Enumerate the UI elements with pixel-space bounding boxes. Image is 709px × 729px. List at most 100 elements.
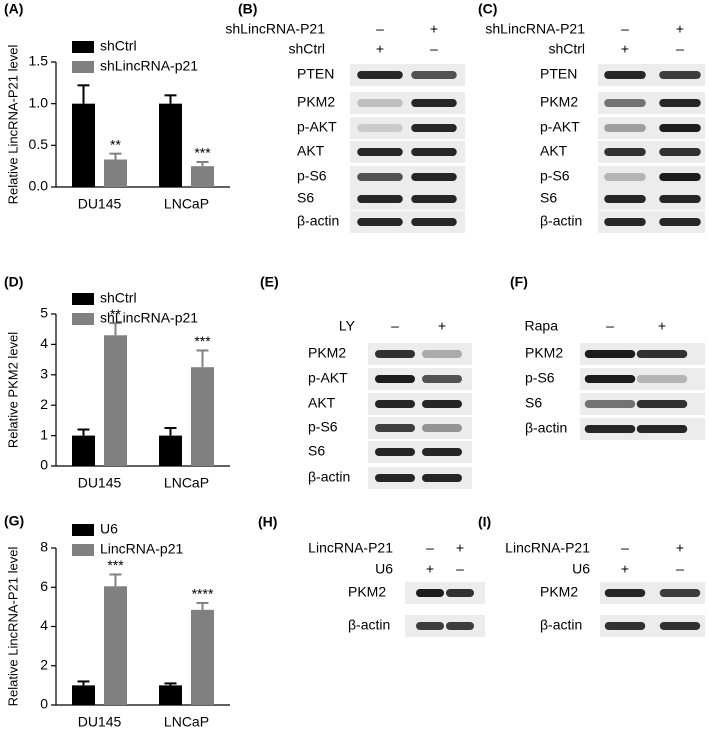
blot-band <box>584 350 636 358</box>
panel-label: (C) <box>478 1 497 17</box>
blot-band <box>659 218 701 226</box>
protein-label: AKT <box>308 395 336 411</box>
protein-label: β-actin <box>540 617 582 633</box>
bar <box>159 103 182 187</box>
blot-band <box>636 425 688 433</box>
blot-band <box>659 195 701 203</box>
blot-band <box>446 622 474 630</box>
blot-band <box>375 424 415 432</box>
blot-band <box>422 400 462 408</box>
blot-band <box>411 99 457 107</box>
panel-label: (A) <box>4 1 23 17</box>
blot-band <box>584 400 636 408</box>
protein-label: PKM2 <box>348 584 386 600</box>
panel-label: (E) <box>260 274 279 290</box>
condition-sign: + <box>621 41 629 57</box>
protein-label: p-AKT <box>297 119 337 135</box>
y-tick-label: 0 <box>40 457 48 473</box>
legend-label: U6 <box>100 521 118 537</box>
blot-strip <box>350 92 465 114</box>
blot-strip <box>405 582 485 604</box>
y-tick-label: 6 <box>40 578 48 594</box>
y-axis-label: Relative PKM2 level <box>5 332 20 448</box>
protein-label: S6 <box>297 190 314 206</box>
bar <box>191 367 214 466</box>
blot-band <box>604 71 646 79</box>
protein-label: S6 <box>308 443 325 459</box>
blot-band <box>422 424 462 432</box>
blot-band <box>584 375 636 383</box>
blot-strip <box>368 393 472 415</box>
blot-strip <box>598 188 705 210</box>
y-tick-label: 0 <box>40 696 48 712</box>
y-tick-label: 1.0 <box>29 94 49 110</box>
blot-band <box>375 474 415 482</box>
blot-band <box>446 589 474 597</box>
blot-band <box>659 71 701 79</box>
y-tick-label: 1.5 <box>29 53 49 69</box>
blot-strip <box>368 368 472 390</box>
blot-strip <box>598 92 705 114</box>
legend-label: LincRNA-p21 <box>100 541 183 557</box>
blot-band <box>357 148 403 156</box>
y-tick-label: 3 <box>40 366 48 382</box>
legend-swatch <box>72 524 94 536</box>
condition-sign: + <box>621 561 629 577</box>
y-tick-label: 2 <box>40 656 48 672</box>
significance-label: **** <box>192 586 214 602</box>
blot-strip <box>368 343 472 365</box>
blot-strip <box>350 188 465 210</box>
significance-label: *** <box>194 145 211 161</box>
condition-sign: + <box>426 561 434 577</box>
blot-band <box>422 448 462 456</box>
condition-sign: – <box>606 318 614 334</box>
bar <box>104 586 127 705</box>
blot-strip <box>598 211 705 233</box>
protein-label: p-AKT <box>308 370 348 386</box>
y-axis-label: Relative LincRNA-P21 level <box>5 45 20 205</box>
legend-swatch <box>72 61 94 73</box>
condition-label: LY <box>339 318 356 334</box>
panel-label: (H) <box>258 514 277 530</box>
condition-sign: – <box>456 561 464 577</box>
blot-band <box>375 448 415 456</box>
blot-band <box>411 148 457 156</box>
bar <box>72 435 95 466</box>
condition-label: shCtrl <box>288 41 325 57</box>
blot-band <box>604 589 646 597</box>
condition-label: shCtrl <box>548 41 585 57</box>
panel-label: (F) <box>510 274 528 290</box>
x-tick-label: DU145 <box>78 475 122 491</box>
condition-label: Rapa <box>525 318 559 334</box>
panel-label: (G) <box>4 513 24 529</box>
condition-sign: + <box>430 21 438 37</box>
blot-band <box>422 350 462 358</box>
blot-strip <box>350 141 465 163</box>
blot-band <box>357 195 403 203</box>
protein-label: PTEN <box>297 66 334 82</box>
protein-label: PKM2 <box>525 345 563 361</box>
legend-swatch <box>72 293 94 305</box>
blot-strip <box>598 166 705 188</box>
blot-band <box>375 400 415 408</box>
blot-band <box>659 99 701 107</box>
blot-strip <box>598 64 705 86</box>
protein-label: S6 <box>540 190 557 206</box>
condition-sign: – <box>621 540 629 556</box>
blot-strip <box>350 166 465 188</box>
blot-band <box>584 425 636 433</box>
y-tick-label: 4 <box>40 617 48 633</box>
significance-label: *** <box>194 333 211 349</box>
condition-label: LincRNA-P21 <box>308 540 393 556</box>
bar <box>159 435 182 466</box>
bar <box>191 609 214 705</box>
condition-sign: – <box>376 21 384 37</box>
blot-band <box>357 218 403 226</box>
protein-label: PTEN <box>540 66 577 82</box>
blot-band <box>604 99 646 107</box>
protein-label: β-actin <box>308 469 350 485</box>
bar <box>104 159 127 187</box>
protein-label: p-AKT <box>540 119 580 135</box>
legend-label: shCtrl <box>100 290 137 306</box>
